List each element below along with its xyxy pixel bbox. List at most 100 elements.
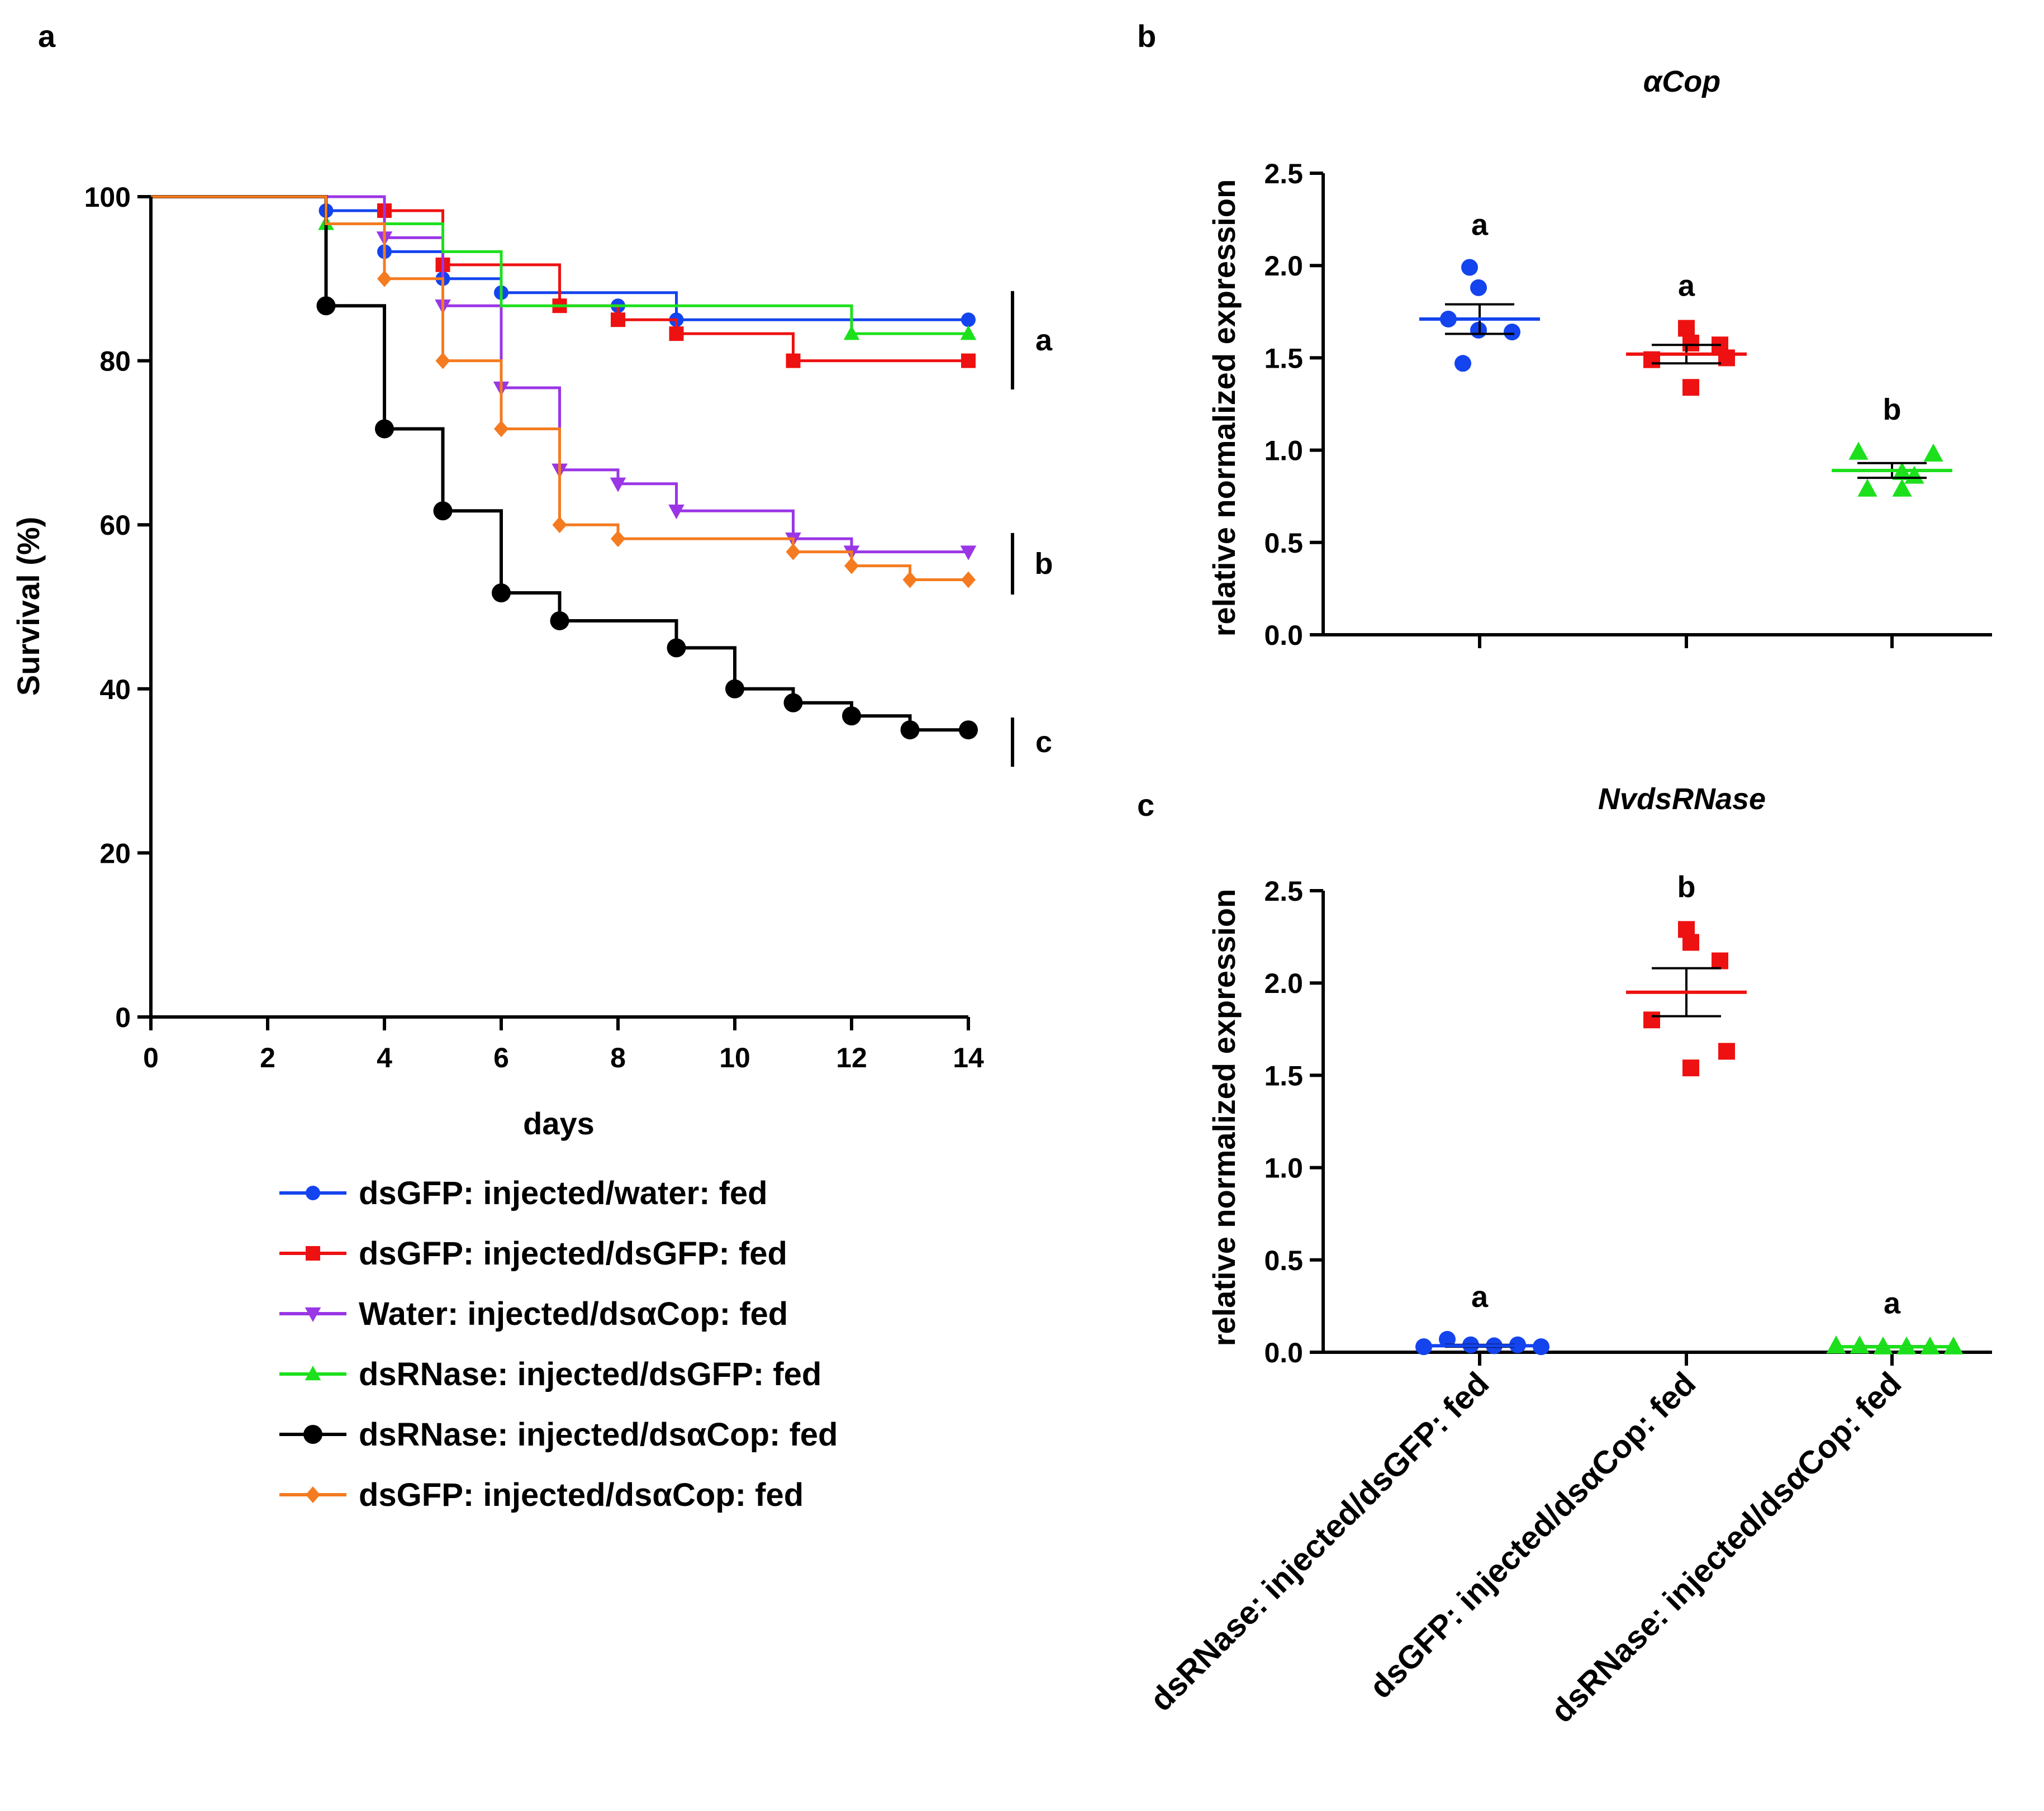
survival-marker-series-5 <box>435 352 450 369</box>
y-tick-label: 2.0 <box>1264 968 1303 999</box>
survival-marker-series-4 <box>900 720 920 740</box>
data-point <box>1892 478 1912 497</box>
survival-x-tick-label: 8 <box>610 1042 626 1073</box>
panel-letter-a: a <box>38 18 56 54</box>
survival-x-tick-label: 14 <box>953 1042 984 1073</box>
survival-marker-series-5 <box>377 270 392 287</box>
acop-plot: 0.0 0.5 1.0 1.5 2.0 2.5 a a b <box>1264 158 1992 651</box>
survival-legend: dsGFP: injected/water: fed dsGFP: injecte… <box>279 1175 838 1513</box>
data-point <box>1682 934 1699 951</box>
data-point <box>1712 952 1728 969</box>
survival-marker-series-4 <box>316 296 336 316</box>
survival-y-tick-label: 20 <box>99 838 131 869</box>
data-point <box>1826 1335 1846 1354</box>
survival-x-tick-label: 12 <box>836 1042 867 1073</box>
data-point <box>1682 334 1699 351</box>
survival-marker-series-2 <box>668 505 684 520</box>
data-point <box>1643 1011 1660 1029</box>
survival-marker-series-5 <box>844 557 859 574</box>
survival-marker-series-4 <box>433 501 453 521</box>
legend-label: Water: injected/dsαCop: fed <box>359 1296 788 1332</box>
survival-x-tick-label: 4 <box>377 1042 392 1073</box>
survival-marker-series-4 <box>783 693 803 712</box>
data-point <box>1504 324 1520 341</box>
y-tick-label: 1.5 <box>1264 1060 1303 1091</box>
survival-marker-series-4 <box>550 611 569 630</box>
y-tick-label: 1.5 <box>1264 343 1303 374</box>
nvdsrnase-title: NvdsRNase <box>1598 782 1766 816</box>
y-tick-label: 0.0 <box>1264 620 1303 651</box>
survival-marker-series-1 <box>611 312 625 327</box>
data-point <box>1857 478 1877 497</box>
legend-label: dsRNase: injected/dsGFP: fed <box>359 1356 821 1392</box>
data-point <box>1678 320 1695 337</box>
survival-x-tick-label: 10 <box>719 1042 750 1073</box>
survival-marker-series-1 <box>669 326 684 341</box>
data-point <box>1904 465 1924 484</box>
survival-marker-series-4 <box>492 583 511 603</box>
significance-letter: a <box>1678 269 1695 303</box>
survival-x-tick-label: 2 <box>260 1042 275 1073</box>
y-tick-label: 0.5 <box>1264 1245 1303 1276</box>
survival-marker-series-1 <box>786 353 801 368</box>
survival-marker-series-2 <box>610 477 626 492</box>
survival-y-tick-label: 100 <box>84 182 131 213</box>
survival-axes: 0 20 40 60 80 100 0 2 4 6 8 10 12 14 <box>84 182 984 1073</box>
survival-y-tick-label: 60 <box>99 510 131 541</box>
legend-swatch-marker <box>305 1366 321 1381</box>
significance-letter: b <box>1883 393 1902 426</box>
legend-swatch-marker <box>305 1307 321 1322</box>
data-point <box>1850 1335 1870 1354</box>
survival-marker-series-4 <box>959 720 978 740</box>
acop-expression-chart: αCop relative normalized expression 0.00… <box>1206 65 1992 651</box>
survival-marker-series-4 <box>842 706 861 726</box>
category-label: dsGFP: injected/dsαCop: fed <box>1362 1365 1703 1705</box>
significance-letter: a <box>1471 208 1489 242</box>
survival-marker-series-5 <box>611 530 625 548</box>
survival-marker-series-4 <box>725 679 744 698</box>
legend-label: dsGFP: injected/water: fed <box>359 1175 768 1211</box>
panel-letter-c: c <box>1137 787 1154 823</box>
y-tick-label: 0.0 <box>1264 1337 1303 1368</box>
acop-title: αCop <box>1643 65 1720 98</box>
data-point <box>1718 1043 1735 1060</box>
y-tick-label: 2.0 <box>1264 250 1303 282</box>
survival-marker-series-5 <box>902 571 918 588</box>
survival-marker-series-5 <box>552 516 567 534</box>
significance-letter: b <box>1035 547 1053 581</box>
survival-y-tick-label: 80 <box>99 346 131 377</box>
survival-series-group <box>151 195 978 740</box>
data-point <box>1923 443 1943 462</box>
survival-x-axis-label: days <box>523 1106 595 1141</box>
legend-swatch-marker <box>306 1186 320 1200</box>
survival-x-tick-label: 6 <box>493 1042 509 1073</box>
data-point <box>1461 259 1478 276</box>
survival-marker-series-2 <box>960 545 977 560</box>
significance-letter: c <box>1035 725 1052 759</box>
survival-marker-series-5 <box>786 543 801 560</box>
survival-marker-series-5 <box>961 571 976 588</box>
panel-letter-b: b <box>1137 18 1156 54</box>
survival-y-axis-label: Survival (%) <box>11 517 46 696</box>
survival-line-series-2 <box>151 195 968 554</box>
significance-letter: a <box>1471 1280 1489 1314</box>
y-tick-label: 0.5 <box>1264 527 1303 559</box>
legend-label: dsGFP: injected/dsαCop: fed <box>359 1477 804 1513</box>
y-tick-label: 1.0 <box>1264 435 1303 467</box>
data-point <box>1470 279 1487 296</box>
y-tick-label: 2.5 <box>1264 876 1303 907</box>
legend-label: dsGFP: injected/dsGFP: fed <box>359 1235 787 1272</box>
survival-marker-series-4 <box>667 638 686 658</box>
data-point <box>1682 1059 1699 1077</box>
survival-y-tick-label: 0 <box>115 1002 131 1033</box>
nvdsrnase-y-axis-label: relative normalized expression <box>1206 889 1242 1347</box>
survival-significance: a b c <box>1011 291 1053 767</box>
survival-y-tick-label: 40 <box>99 674 131 705</box>
acop-y-axis-label: relative normalized expression <box>1206 179 1242 637</box>
legend-swatch-marker <box>306 1246 320 1261</box>
nvdsrnase-expression-chart: NvdsRNase relative normalized expression… <box>1143 782 1992 1730</box>
y-tick-label: 2.5 <box>1264 158 1303 189</box>
legend-swatch-marker <box>306 1486 320 1503</box>
